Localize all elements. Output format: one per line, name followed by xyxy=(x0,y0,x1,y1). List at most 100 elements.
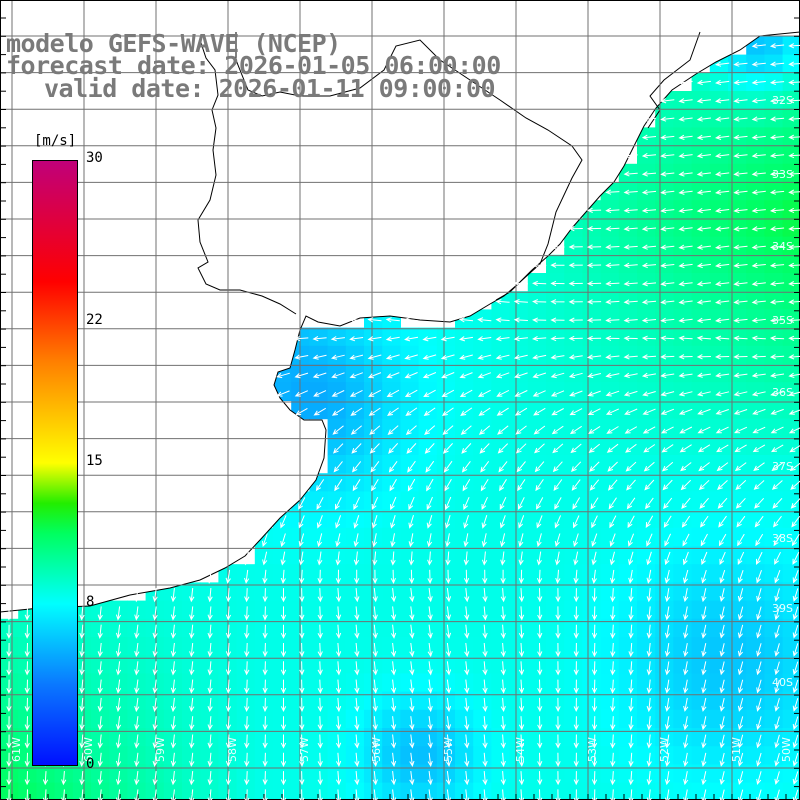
wind-speed-cell xyxy=(491,618,511,638)
wind-arrow xyxy=(427,642,433,658)
wind-arrow xyxy=(737,697,744,712)
wind-arrow xyxy=(591,752,598,767)
wind-speed-cell xyxy=(637,491,656,511)
wind-speed-cell xyxy=(291,691,310,711)
wind-speed-cell xyxy=(345,709,365,729)
wind-speed-cell xyxy=(600,527,620,547)
wind-arrow xyxy=(678,391,693,397)
wind-arrow xyxy=(701,661,707,676)
wind-arrow xyxy=(646,588,652,603)
wind-speed-cell xyxy=(418,764,438,784)
wind-arrow xyxy=(518,789,525,800)
wind-speed-cell xyxy=(236,764,256,784)
grid-label: 51W xyxy=(730,737,743,762)
wind-speed-cell xyxy=(455,364,474,383)
wind-arrow xyxy=(623,390,638,397)
wind-arrow xyxy=(427,679,433,694)
wind-arrow xyxy=(115,771,122,786)
wind-arrow xyxy=(774,679,780,694)
wind-speed-cell xyxy=(273,782,292,800)
wind-arrow xyxy=(660,98,675,104)
wind-speed-cell xyxy=(582,254,602,274)
wind-arrow xyxy=(733,226,748,232)
wind-arrow xyxy=(537,789,543,800)
wind-arrow xyxy=(537,771,543,786)
wind-arrow xyxy=(333,461,343,473)
wind-speed-cell xyxy=(327,382,347,401)
wind-arrow xyxy=(445,716,452,731)
wind-arrow xyxy=(568,354,583,360)
wind-arrow xyxy=(477,354,492,360)
wind-arrow xyxy=(404,389,418,397)
wind-arrow xyxy=(568,244,583,250)
wind-arrow xyxy=(586,207,602,213)
wind-speed-cell xyxy=(364,455,383,474)
wind-arrow xyxy=(97,771,103,786)
wind-arrow xyxy=(646,642,652,658)
wind-speed-cell xyxy=(582,691,602,711)
wind-speed-cell xyxy=(254,637,274,656)
wind-arrow xyxy=(317,588,323,603)
wind-speed-cell xyxy=(273,746,292,765)
wind-speed-cell xyxy=(200,728,219,747)
wind-arrow xyxy=(262,588,268,603)
wind-arrow xyxy=(390,588,397,603)
wind-speed-cell xyxy=(291,764,310,784)
wind-speed-cell xyxy=(327,637,347,656)
wind-arrow xyxy=(189,624,195,639)
wind-speed-cell xyxy=(564,673,583,693)
wind-speed-cell xyxy=(473,709,492,729)
wind-speed-cell xyxy=(564,491,583,511)
grid-label: 61W xyxy=(10,737,23,762)
wind-speed-cell xyxy=(109,709,128,729)
wind-arrow xyxy=(390,661,397,676)
wind-arrow xyxy=(367,372,382,379)
wind-speed-cell xyxy=(728,109,747,128)
wind-arrow xyxy=(389,478,397,492)
wind-arrow xyxy=(587,372,602,379)
grid-label: 53W xyxy=(586,737,599,762)
wind-arrow xyxy=(733,299,748,305)
wind-arrow xyxy=(752,408,766,415)
wind-arrow xyxy=(733,317,748,323)
wind-arrow xyxy=(774,551,781,565)
wind-speed-cell xyxy=(400,509,420,529)
wind-arrow xyxy=(715,426,729,434)
wind-speed-cell xyxy=(455,764,474,784)
wind-speed-cell xyxy=(382,600,401,620)
wind-arrow xyxy=(769,317,785,323)
wind-speed-cell xyxy=(764,109,784,128)
wind-arrow xyxy=(769,281,785,287)
wind-speed-cell xyxy=(546,546,565,565)
wind-arrow xyxy=(701,624,707,639)
wind-arrow xyxy=(335,515,342,529)
wind-arrow xyxy=(479,443,490,454)
wind-speed-cell xyxy=(145,655,165,674)
wind-speed-cell xyxy=(491,400,511,420)
wind-speed-cell xyxy=(491,655,511,674)
wind-arrow xyxy=(335,606,342,621)
wind-arrow xyxy=(774,643,780,657)
wind-speed-cell xyxy=(145,746,165,765)
wind-arrow xyxy=(225,716,232,731)
wind-speed-cell xyxy=(400,546,420,565)
wind-arrow xyxy=(513,299,528,305)
wind-arrow xyxy=(369,443,380,454)
wind-speed-cell xyxy=(618,509,638,529)
wind-arrow xyxy=(607,461,618,472)
wind-arrow xyxy=(390,551,396,566)
wind-arrow xyxy=(698,479,710,491)
wind-arrow xyxy=(719,551,726,565)
wind-speed-cell xyxy=(382,418,401,438)
wind-arrow xyxy=(573,606,579,621)
wind-speed-cell xyxy=(145,637,165,656)
grid-label: 34S xyxy=(772,240,793,253)
wind-speed-cell xyxy=(473,491,492,511)
wind-arrow xyxy=(317,697,323,713)
wind-arrow xyxy=(769,134,785,140)
wind-arrow xyxy=(789,462,800,472)
wind-arrow xyxy=(350,407,363,416)
wind-speed-cell xyxy=(509,382,529,401)
wind-arrow xyxy=(568,317,583,323)
